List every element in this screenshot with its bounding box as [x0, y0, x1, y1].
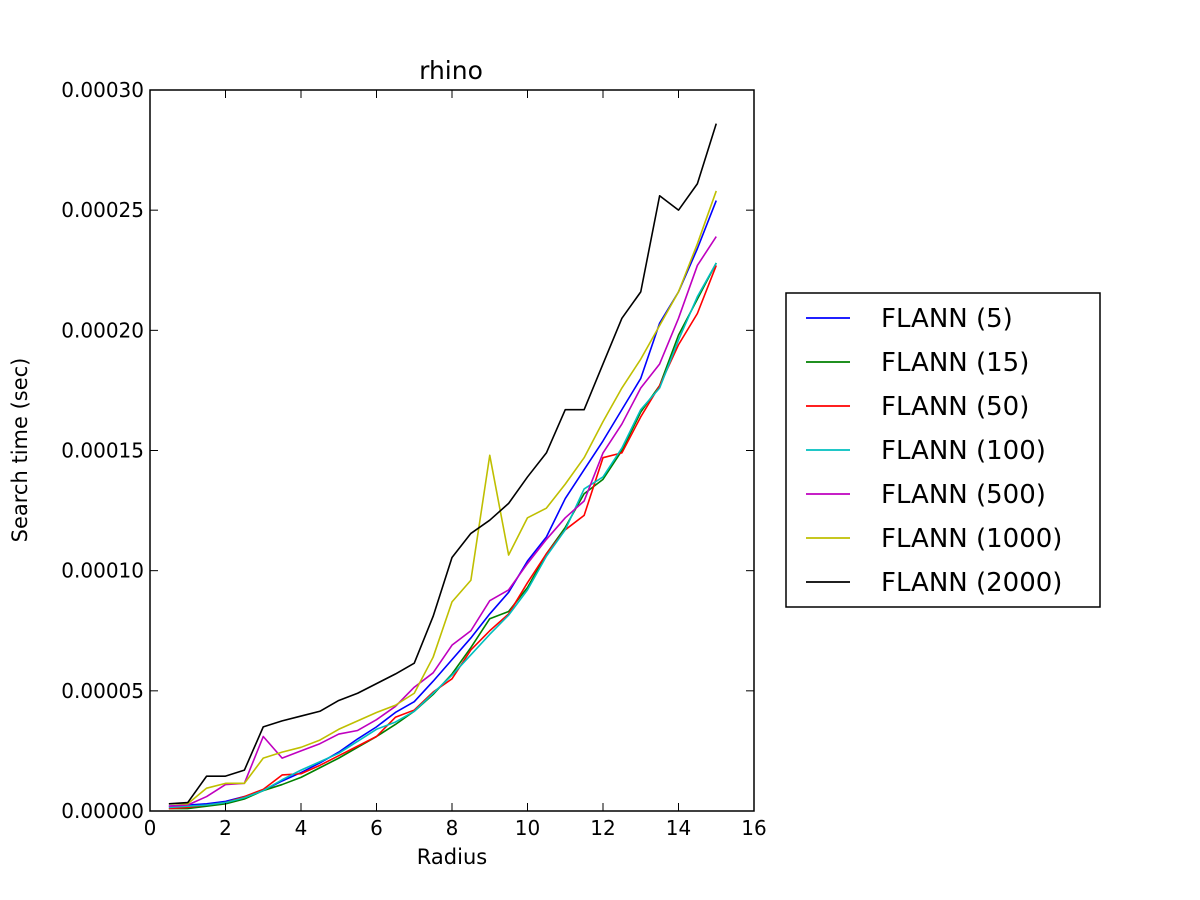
- series-line-flann-500: [168, 236, 717, 807]
- x-tick-label: 16: [741, 816, 766, 840]
- legend-label: FLANN (500): [881, 480, 1046, 510]
- x-tick-label: 12: [590, 816, 615, 840]
- y-tick-label: 0.00005: [61, 679, 144, 703]
- legend-label: FLANN (100): [881, 436, 1046, 466]
- series-line-flann-100: [168, 262, 717, 809]
- legend-label: FLANN (5): [881, 304, 1013, 334]
- series-line-flann-15: [168, 262, 717, 810]
- series-line-flann-2000: [168, 123, 718, 805]
- x-tick-label: 14: [666, 816, 691, 840]
- y-axis-label: Search time (sec): [8, 358, 32, 543]
- y-tick-label: 0.00000: [61, 799, 144, 823]
- x-tick-label: 4: [295, 816, 308, 840]
- legend-label: FLANN (15): [881, 348, 1029, 378]
- y-tick-label: 0.00025: [61, 198, 144, 222]
- chart-title: rhino: [419, 56, 483, 85]
- x-tick-label: 6: [370, 816, 383, 840]
- y-tick-label: 0.00030: [61, 78, 144, 102]
- series-line-flann-1000: [168, 190, 718, 805]
- x-tick-label: 8: [446, 816, 459, 840]
- series-line-flann-5: [168, 200, 717, 807]
- legend-label: FLANN (1000): [881, 524, 1062, 554]
- x-tick-label: 0: [144, 816, 157, 840]
- x-axis: 0 2 4 6 8 10 12 14 16: [144, 90, 767, 840]
- legend-label: FLANN (2000): [881, 568, 1062, 598]
- y-tick-label: 0.00010: [61, 559, 144, 583]
- series-line-flann-50: [168, 265, 717, 810]
- x-tick-label: 2: [219, 816, 232, 840]
- y-tick-label: 0.00015: [61, 439, 144, 463]
- series-layer: [168, 123, 718, 810]
- y-axis: 0.00000 0.00005 0.00010 0.00015 0.00020 0.000…: [61, 78, 754, 823]
- x-axis-label: Radius: [417, 845, 487, 869]
- legend-label: FLANN (50): [881, 392, 1029, 422]
- x-tick-label: 10: [515, 816, 540, 840]
- legend: FLANN (5) FLANN (15) FLANN (50) FLANN (100)…: [785, 292, 1101, 608]
- y-tick-label: 0.00020: [61, 318, 144, 342]
